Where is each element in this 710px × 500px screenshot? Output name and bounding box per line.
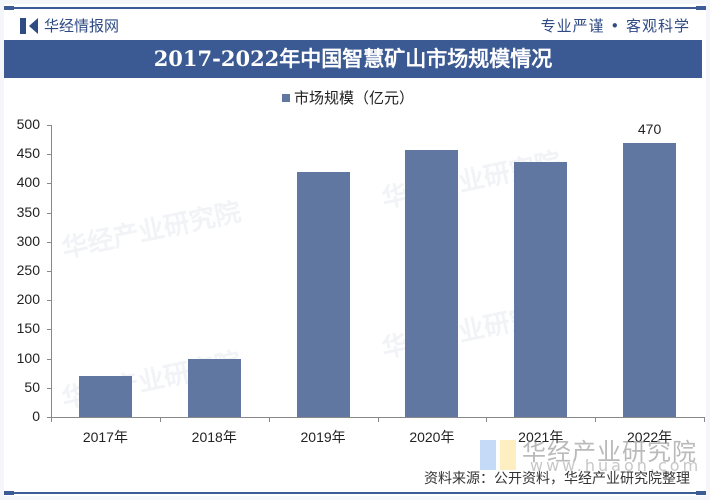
y-tick-label: 350 bbox=[16, 203, 40, 220]
bar-2017年 bbox=[78, 376, 132, 417]
brand-logo-icon bbox=[20, 17, 38, 34]
y-tick-label: 200 bbox=[16, 291, 40, 308]
y-tick bbox=[47, 329, 52, 331]
source-note: 资料来源：公开资料，华经产业研究院整理 bbox=[424, 471, 690, 487]
y-tick bbox=[47, 300, 52, 302]
y-tick bbox=[47, 241, 52, 243]
bar-2018年 bbox=[187, 358, 241, 417]
x-tick-label: 2020年 bbox=[409, 429, 455, 445]
y-tick bbox=[47, 183, 52, 185]
bottom-divider bbox=[4, 491, 706, 495]
y-tick-label: 150 bbox=[16, 320, 40, 337]
bar-2020年 bbox=[405, 150, 459, 417]
y-tick bbox=[47, 212, 52, 214]
y-tick bbox=[47, 271, 52, 272]
watermark-logo-icon bbox=[480, 440, 520, 470]
x-tick bbox=[377, 417, 379, 422]
y-tick bbox=[47, 125, 52, 126]
y-tick-label: 300 bbox=[16, 232, 40, 249]
x-tick-label: 2018年 bbox=[191, 429, 237, 445]
x-tick bbox=[268, 417, 270, 422]
legend-label: 市场规模（亿元） bbox=[294, 89, 415, 107]
top-divider bbox=[4, 6, 706, 10]
watermark-url: www.huaon.com bbox=[530, 456, 702, 475]
bar-2022年 bbox=[623, 142, 677, 417]
y-tick-label: 450 bbox=[16, 145, 40, 162]
chart-title: 2017-2022年中国智慧矿山市场规模情况 bbox=[4, 40, 702, 78]
x-tick-label: 2021年 bbox=[518, 429, 564, 445]
data-label: 470 bbox=[637, 120, 662, 137]
y-tick-label: 500 bbox=[16, 116, 40, 132]
y-tick-label: 400 bbox=[16, 174, 40, 191]
legend-swatch-icon bbox=[282, 93, 290, 102]
x-tick-label: 2022年 bbox=[627, 429, 673, 445]
y-tick-label: 250 bbox=[16, 262, 40, 278]
y-tick bbox=[47, 358, 52, 360]
x-tick bbox=[159, 417, 161, 422]
x-tick-label: 2019年 bbox=[300, 429, 346, 445]
x-tick bbox=[595, 417, 597, 422]
y-tick bbox=[47, 417, 52, 418]
brand-name: 华经情报网 bbox=[44, 17, 120, 35]
y-tick-label: 50 bbox=[24, 378, 40, 395]
y-tick-label: 0 bbox=[32, 408, 40, 424]
brand: 华经情报网 bbox=[20, 15, 119, 36]
watermark-brand: 华经产业研究院 bbox=[522, 438, 697, 466]
bar-2021年 bbox=[514, 161, 568, 417]
x-tick bbox=[486, 417, 488, 422]
x-tick bbox=[51, 417, 52, 422]
y-tick bbox=[47, 154, 52, 156]
legend: 市场规模（亿元） bbox=[282, 87, 414, 108]
x-tick bbox=[704, 417, 705, 422]
y-tick bbox=[47, 387, 52, 389]
bar-2019年 bbox=[296, 171, 350, 417]
slogan: 专业严谨 • 客观科学 bbox=[540, 17, 690, 35]
x-tick-label: 2017年 bbox=[82, 429, 128, 445]
y-tick-label: 100 bbox=[16, 349, 40, 366]
